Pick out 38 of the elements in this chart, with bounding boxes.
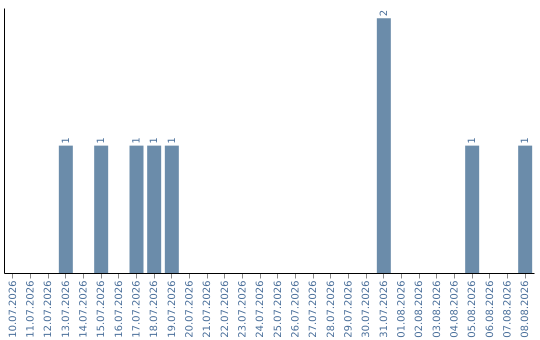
x-tick-label: 07.08.2026 — [502, 280, 514, 338]
x-tick-label: 22.07.2026 — [220, 280, 231, 338]
data-label: 1 — [166, 137, 178, 144]
x-tick-label: 13.07.2026 — [60, 280, 72, 338]
x-tick-label: 30.07.2026 — [361, 280, 372, 338]
data-label: 1 — [132, 137, 142, 144]
data-label: 1 — [96, 137, 108, 144]
x-tick-label: 10.07.2026 — [8, 280, 19, 338]
x-tick-label: 20.07.2026 — [184, 280, 196, 338]
x-tick-label: 26.07.2026 — [290, 280, 302, 338]
x-tick-label: 27.07.2026 — [308, 280, 320, 338]
x-tick-label: 05.08.2026 — [467, 280, 478, 338]
x-tick-label: 14.07.2026 — [78, 280, 90, 338]
x-tick-label: 18.07.2026 — [149, 280, 160, 338]
x-tick-label: 23.07.2026 — [238, 280, 248, 338]
x-tick-label: 11.07.2026 — [26, 280, 36, 338]
x-tick-label: 21.07.2026 — [202, 280, 214, 338]
data-label: 2 — [378, 10, 390, 16]
x-tick-label: 12.07.2026 — [43, 280, 54, 338]
x-tick-label: 03.08.2026 — [432, 280, 443, 338]
x-tick-label: 25.07.2026 — [272, 280, 284, 338]
x-tick-label: 19.07.2026 — [166, 280, 178, 338]
x-tick-label: 06.08.2026 — [484, 280, 496, 338]
x-tick-label: 17.07.2026 — [132, 280, 142, 338]
x-tick-label: 16.07.2026 — [114, 280, 125, 338]
data-label: 1 — [60, 137, 72, 144]
x-tick-label: 29.07.2026 — [344, 280, 354, 338]
x-tick-label: 28.07.2026 — [326, 280, 337, 338]
x-tick-label: 01.08.2026 — [396, 280, 408, 338]
data-label: 1 — [520, 137, 532, 144]
x-tick-label: 02.08.2026 — [414, 280, 426, 338]
x-tick-label: 24.07.2026 — [255, 280, 266, 338]
x-tick-label: 15.07.2026 — [96, 280, 108, 338]
x-tick-label: 08.08.2026 — [520, 280, 532, 338]
data-label: 1 — [467, 137, 478, 144]
x-tick-label: 04.08.2026 — [450, 280, 460, 338]
x-tick-label: 31.07.2026 — [378, 280, 390, 338]
data-label: 1 — [149, 137, 160, 144]
